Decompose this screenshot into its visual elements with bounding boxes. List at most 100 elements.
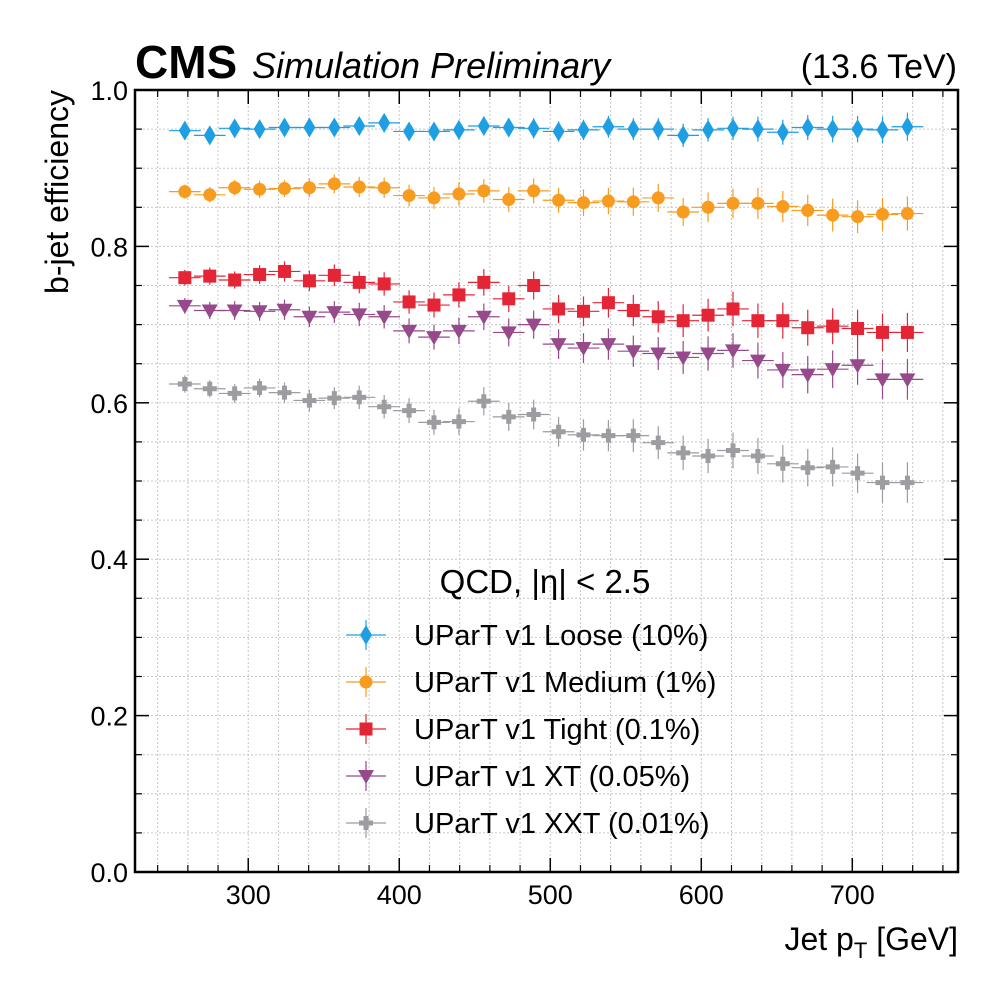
data-point: [801, 203, 815, 217]
data-point: [875, 207, 889, 221]
data-point: [575, 342, 592, 357]
data-point: [301, 310, 318, 325]
data-point: [327, 268, 341, 282]
y-tick-label: 0.6: [90, 389, 128, 419]
data-point: [203, 188, 217, 202]
y-tick-label: 0.2: [90, 702, 128, 732]
series-3: [168, 261, 924, 352]
data-point: [326, 306, 343, 321]
y-tick-label: 0.4: [90, 545, 128, 575]
data-point: [203, 269, 217, 283]
data-point: [800, 460, 815, 475]
data-point: [201, 304, 218, 319]
data-point: [577, 119, 590, 140]
data-point: [701, 448, 716, 463]
data-point: [477, 275, 491, 289]
data-point: [378, 112, 391, 133]
legend-entry-1: UParT v1 Loose (10%): [346, 620, 708, 652]
data-point: [899, 373, 916, 388]
data-point: [328, 117, 341, 138]
data-point: [651, 310, 665, 324]
legend-entry-3: UParT v1 Tight (0.1%): [346, 714, 700, 746]
data-point: [527, 279, 541, 292]
x-tick-label: 300: [226, 880, 271, 910]
data-point: [302, 181, 316, 195]
data-point: [352, 390, 367, 405]
data-point: [358, 770, 374, 784]
data-point: [359, 675, 373, 689]
energy-label: (13.6 TeV): [801, 48, 957, 86]
legend-entry-4: UParT v1 XT (0.05%): [346, 761, 690, 793]
data-point: [277, 182, 291, 196]
data-point: [776, 314, 790, 328]
data-point: [776, 200, 790, 214]
data-point: [801, 117, 814, 138]
series-4: [168, 298, 924, 400]
data-point: [178, 120, 191, 141]
data-point: [751, 119, 764, 140]
data-point: [253, 268, 267, 282]
data-point: [602, 116, 615, 137]
data-point: [502, 117, 515, 138]
data-point: [552, 302, 566, 316]
series-5: [168, 375, 924, 503]
data-point: [627, 119, 640, 140]
data-point: [850, 466, 865, 481]
data-point: [651, 191, 665, 205]
data-point: [203, 125, 216, 146]
data-point: [700, 347, 717, 362]
x-tick-label: 500: [528, 880, 573, 910]
data-point: [402, 295, 416, 309]
data-point: [302, 274, 316, 288]
data-point: [550, 338, 567, 353]
data-point: [452, 187, 466, 201]
data-point: [351, 308, 368, 323]
data-point: [826, 119, 839, 140]
y-axis-title: b-jet efficiency: [39, 90, 75, 294]
x-tick-label: 400: [377, 880, 422, 910]
x-tick-label: 600: [679, 880, 724, 910]
data-point: [799, 368, 816, 383]
data-point: [900, 207, 914, 221]
legend-label: UParT v1 Tight (0.1%): [414, 714, 700, 746]
data-point: [851, 210, 865, 224]
data-point: [251, 305, 268, 320]
data-point: [676, 205, 690, 219]
data-point: [228, 118, 241, 139]
data-point: [360, 625, 372, 645]
data-point: [677, 125, 690, 146]
data-point: [900, 475, 915, 490]
data-point: [601, 428, 616, 443]
data-point: [527, 184, 541, 198]
plot-frame: [133, 88, 960, 874]
data-point: [824, 363, 841, 378]
data-point: [826, 319, 840, 333]
data-point: [726, 196, 740, 210]
legend-entry-5: UParT v1 XXT (0.01%): [346, 808, 709, 840]
data-point: [651, 435, 666, 450]
data-point: [377, 181, 391, 195]
legend-label: UParT v1 Loose (10%): [414, 620, 708, 652]
data-point: [403, 121, 416, 142]
data-point: [302, 393, 317, 408]
data-point: [178, 271, 192, 285]
legend-entry-2: UParT v1 Medium (1%): [346, 667, 716, 699]
y-tick-label: 0.8: [90, 232, 128, 262]
legend: QCD, |η| < 2.5 UParT v1 Loose (10%) UParT …: [346, 563, 716, 840]
data-point: [676, 314, 690, 328]
data-point: [327, 177, 341, 191]
data-point: [749, 354, 766, 369]
data-point: [277, 385, 292, 400]
data-point: [450, 324, 467, 339]
data-point: [875, 475, 890, 490]
data-point: [427, 191, 441, 205]
data-point: [525, 318, 542, 333]
data-point: [228, 273, 242, 287]
data-point: [675, 351, 692, 366]
data-point: [900, 325, 914, 339]
data-point: [426, 415, 441, 430]
x-tick-label: 700: [830, 880, 875, 910]
x-axis-title: Jet pT [GeV]: [784, 921, 958, 963]
data-point: [702, 119, 715, 140]
data-point: [278, 117, 291, 138]
